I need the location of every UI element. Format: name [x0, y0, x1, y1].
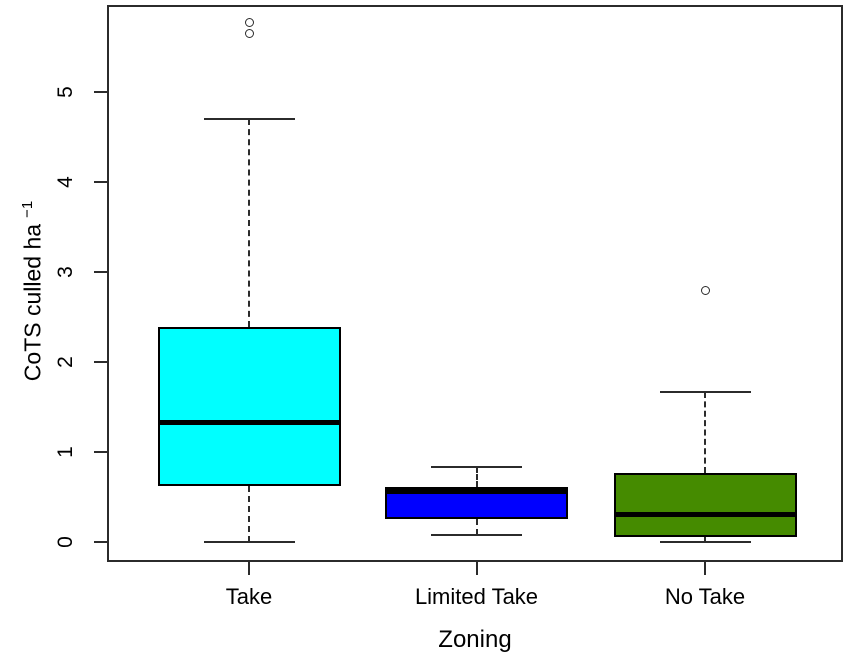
y-tick-label-3: 3 [54, 266, 77, 278]
whisker-cap-upper-no-take [659, 390, 751, 393]
whisker-cap-lower-no-take [659, 541, 751, 543]
box-take [157, 326, 341, 487]
y-axis-label: CoTS culled ha −1 [13, 91, 46, 491]
y-tick-3 [94, 271, 107, 273]
x-tick-limited-take [475, 562, 478, 575]
whisker-line-upper-no-take [704, 391, 706, 473]
median-line-limited-take [385, 489, 568, 495]
y-tick-0 [94, 541, 107, 543]
median-line-take [157, 419, 341, 425]
y-tick-label-5: 5 [54, 86, 77, 98]
y-axis-label-exponent: −1 [19, 200, 36, 218]
outlier-point-take-1 [244, 18, 254, 28]
whisker-line-lower-take [248, 486, 250, 542]
whisker-cap-lower-take [203, 541, 295, 543]
y-tick-4 [94, 181, 107, 183]
whisker-cap-lower-limited-take [431, 533, 522, 536]
x-tick-take [248, 562, 250, 575]
x-tick-label-limited-take: Limited Take [414, 584, 539, 609]
x-tick-label-no-take: No Take [664, 584, 746, 609]
y-tick-2 [94, 361, 107, 363]
y-axis-label-text: CoTS culled ha [19, 223, 46, 382]
whisker-line-lower-no-take [704, 536, 706, 542]
whisker-cap-upper-take [203, 118, 295, 120]
box-no-take [613, 472, 797, 537]
y-tick-label-4: 4 [54, 176, 77, 188]
whisker-line-upper-limited-take [475, 467, 478, 488]
x-tick-label-take: Take [225, 584, 273, 609]
outlier-point-no-take-0 [700, 285, 710, 295]
y-tick-label-0: 0 [54, 536, 77, 548]
y-tick-5 [94, 91, 107, 93]
y-tick-label-1: 1 [54, 446, 77, 458]
y-tick-1 [94, 451, 107, 453]
y-tick-label-2: 2 [54, 356, 77, 368]
x-tick-no-take [704, 562, 706, 575]
outlier-point-take-0 [244, 29, 254, 38]
whisker-line-lower-limited-take [475, 518, 478, 535]
median-line-no-take [613, 511, 797, 517]
whisker-line-upper-take [248, 119, 250, 327]
x-axis-title: Zoning [438, 626, 512, 653]
whisker-cap-upper-limited-take [431, 466, 522, 469]
